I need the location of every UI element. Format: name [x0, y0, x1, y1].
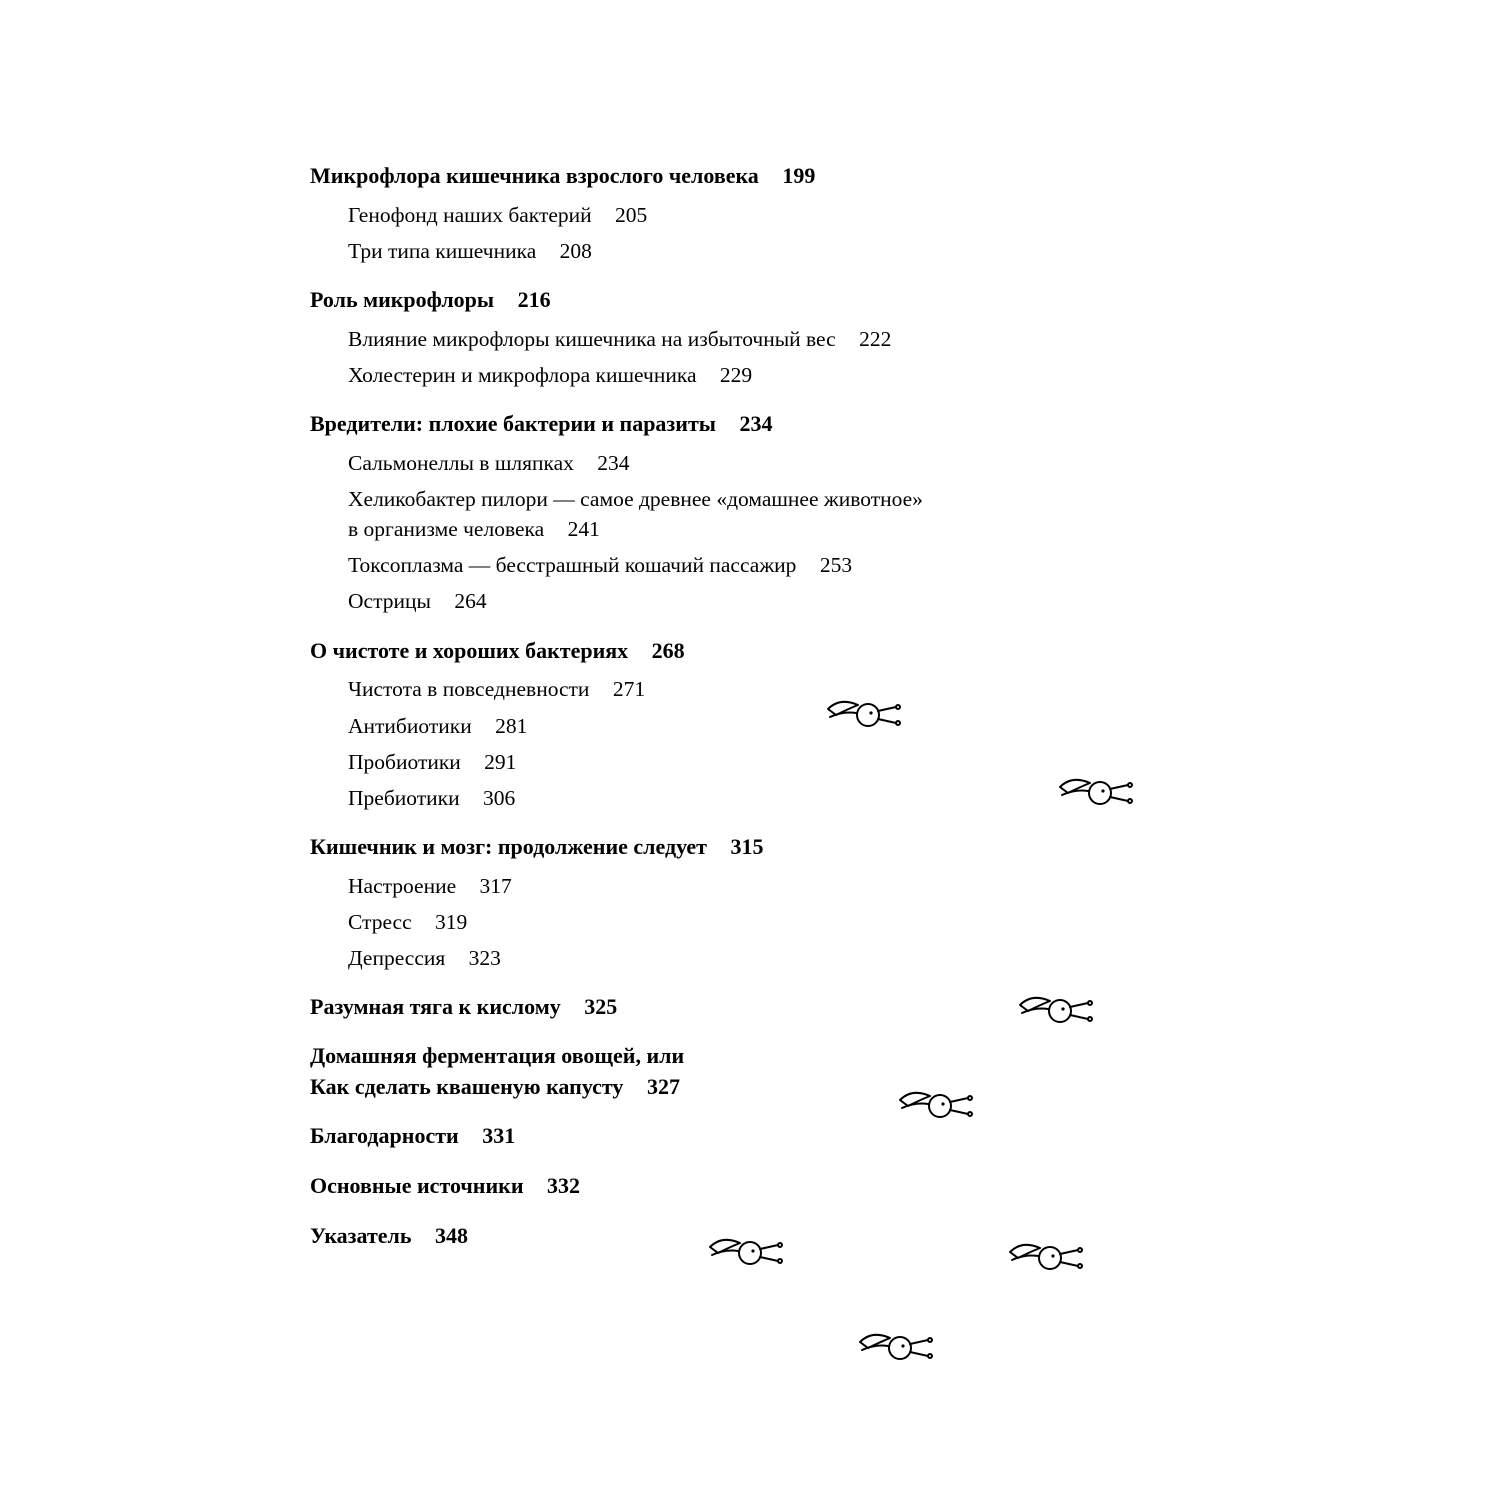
page-number: 241 [568, 517, 600, 541]
page-number: 325 [584, 994, 617, 1019]
sub-title: Пребиотики [348, 786, 460, 810]
toc-sub-item: Сальмонеллы в шляпках 234 [348, 448, 1190, 478]
title-text: Указатель [310, 1223, 412, 1248]
doodle-icon [1050, 765, 1140, 815]
sub-title: Сальмонеллы в шляпках [348, 451, 574, 475]
page-number: 323 [469, 946, 501, 970]
title-text: Как сделать квашеную капусту [310, 1074, 623, 1099]
toc-sub-item: Антибиотики 281 [348, 711, 1190, 741]
doodle-icon [1010, 983, 1100, 1033]
title-text: О чистоте и хороших бактериях [310, 638, 628, 663]
toc-section: Домашняя ферментация овощей, или Как сде… [310, 1041, 1190, 1103]
title-text: Разумная тяга к кислому [310, 994, 561, 1019]
doodle-icon [850, 1320, 940, 1370]
sub-title: Острицы [348, 589, 431, 613]
toc-section: Микрофлора кишечника взрослого человека … [310, 160, 1190, 266]
page-number: 332 [547, 1173, 580, 1198]
section-title: Основные источники 332 [310, 1170, 1190, 1202]
page-number: 306 [483, 786, 515, 810]
title-text: Домашняя ферментация овощей, или [310, 1043, 684, 1068]
section-title: Микрофлора кишечника взрослого человека … [310, 160, 1190, 192]
page-number: 271 [613, 677, 645, 701]
sub-title: Настроение [348, 874, 456, 898]
doodle-icon [890, 1078, 980, 1128]
sub-title: Стресс [348, 910, 412, 934]
section-title: Роль микрофлоры 216 [310, 284, 1190, 316]
doodle-icon [700, 1225, 790, 1275]
page-number: 319 [435, 910, 467, 934]
table-of-contents: Микрофлора кишечника взрослого человека … [310, 160, 1190, 1252]
title-text: Кишечник и мозг: продолжение следует [310, 834, 707, 859]
page-number: 234 [597, 451, 629, 475]
toc-sub-item: Чистота в повседневности 271 [348, 674, 1190, 704]
toc-section: Кишечник и мозг: продолжение следует 315… [310, 831, 1190, 973]
page-number: 317 [480, 874, 512, 898]
sub-title: Генофонд наших бактерий [348, 203, 592, 227]
page-number: 268 [652, 638, 685, 663]
toc-sub-item: Три типа кишечника 208 [348, 236, 1190, 266]
page-number: 208 [560, 239, 592, 263]
toc-section: Основные источники 332 [310, 1170, 1190, 1202]
toc-sub-item: Влияние микрофлоры кишечника на избыточн… [348, 324, 908, 354]
section-title: Вредители: плохие бактерии и паразиты 23… [310, 408, 1190, 440]
section-title-line2: Как сделать квашеную капусту 327 [310, 1071, 1190, 1103]
title-text: Вредители: плохие бактерии и паразиты [310, 411, 716, 436]
toc-sub-item: Депрессия 323 [348, 943, 1190, 973]
section-title: Кишечник и мозг: продолжение следует 315 [310, 831, 1190, 863]
page-number: 315 [731, 834, 764, 859]
page-number: 253 [820, 553, 852, 577]
page-number: 229 [720, 363, 752, 387]
sub-title: Токсоплазма — бесстрашный кошачий пассаж… [348, 553, 796, 577]
toc-sub-item: Генофонд наших бактерий 205 [348, 200, 1190, 230]
page-number: 327 [647, 1074, 680, 1099]
toc-sub-item: Острицы 264 [348, 586, 1190, 616]
toc-section: Роль микрофлоры 216 Влияние микрофлоры к… [310, 284, 1190, 390]
toc-sub-item: Настроение 317 [348, 871, 1190, 901]
toc-sub-item: Токсоплазма — бесстрашный кошачий пассаж… [348, 550, 1190, 580]
sub-title: Антибиотики [348, 714, 472, 738]
page-number: 216 [518, 287, 551, 312]
page-number: 331 [482, 1123, 515, 1148]
sub-title: Пробиотики [348, 750, 461, 774]
page-number: 205 [615, 203, 647, 227]
title-text: Микрофлора кишечника взрослого человека [310, 163, 759, 188]
sub-title: Хеликобактер пилори — самое древнее «дом… [348, 487, 923, 541]
section-title: Благодарности 331 [310, 1120, 1190, 1152]
page-number: 199 [782, 163, 815, 188]
doodle-icon [1000, 1230, 1090, 1280]
section-title-line1: Домашняя ферментация овощей, или [310, 1041, 1190, 1071]
doodle-icon [818, 687, 908, 737]
page-number: 222 [859, 327, 891, 351]
page-number: 234 [739, 411, 772, 436]
toc-section: Вредители: плохие бактерии и паразиты 23… [310, 408, 1190, 616]
toc-section: Благодарности 331 [310, 1120, 1190, 1152]
title-text: Основные источники [310, 1173, 524, 1198]
page-number: 291 [484, 750, 516, 774]
sub-title: Чистота в повседневности [348, 677, 589, 701]
title-text: Роль микрофлоры [310, 287, 494, 312]
title-text: Благодарности [310, 1123, 459, 1148]
sub-title: Депрессия [348, 946, 445, 970]
toc-sub-item: Хеликобактер пилори — самое древнее «дом… [348, 484, 928, 544]
toc-sub-item: Стресс 319 [348, 907, 1190, 937]
sub-title: Влияние микрофлоры кишечника на избыточн… [348, 327, 836, 351]
page-number: 264 [454, 589, 486, 613]
page-number: 348 [435, 1223, 468, 1248]
section-title: О чистоте и хороших бактериях 268 [310, 635, 1190, 667]
toc-sub-item: Холестерин и микрофлора кишечника 229 [348, 360, 1190, 390]
page-number: 281 [495, 714, 527, 738]
sub-title: Холестерин и микрофлора кишечника [348, 363, 697, 387]
sub-title: Три типа кишечника [348, 239, 536, 263]
